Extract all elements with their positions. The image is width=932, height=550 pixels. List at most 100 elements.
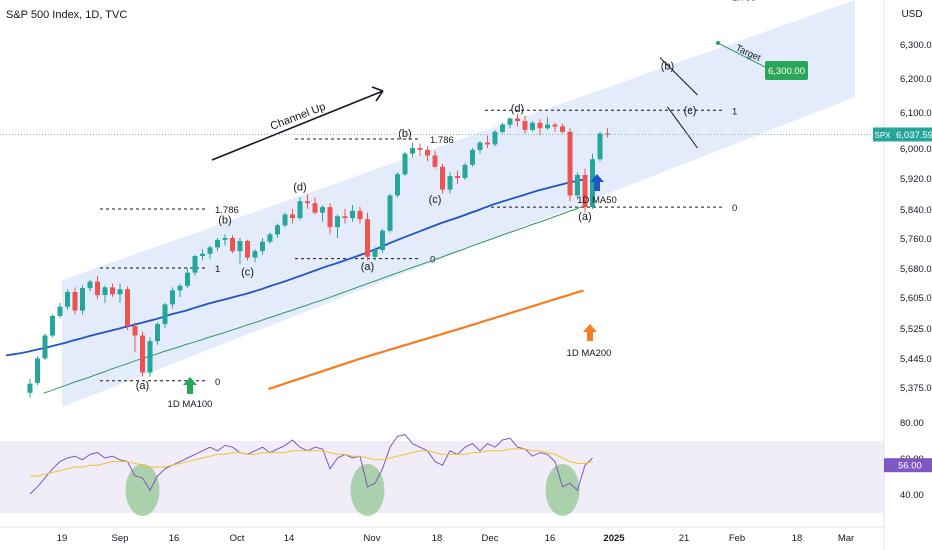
price-pane: 1.786101.78601.78610(a)(b)(c)(d)(a)(b)(c… — [5, 0, 855, 407]
price-tick-label: 5,605.00 — [900, 293, 932, 304]
last-price-box — [892, 127, 932, 142]
fib-level-label: 1.786 — [430, 135, 454, 146]
candle-body — [350, 210, 355, 219]
candle-body — [80, 288, 85, 311]
candle-body — [440, 166, 445, 190]
time-tick-label: 19 — [57, 533, 68, 544]
fib-level-label: 1 — [215, 264, 220, 275]
candle-body — [87, 281, 93, 289]
candle-body — [372, 250, 378, 257]
candle-body — [605, 133, 610, 135]
candle-body — [42, 335, 48, 359]
channel-arrow-head — [371, 86, 384, 102]
time-tick-label: 16 — [169, 533, 180, 544]
time-tick-label: Mar — [838, 533, 854, 544]
time-tick-label: 2025 — [603, 533, 625, 544]
candle-body — [57, 306, 63, 316]
time-tick-label: 21 — [679, 533, 690, 544]
wave-label: (a) — [361, 261, 374, 273]
price-tick-label: 5,445.00 — [900, 354, 932, 365]
time-tick-label: Dec — [482, 533, 499, 544]
ma-line-1d-ma200 — [268, 289, 584, 391]
projected-swing-line — [667, 106, 698, 149]
wave-label: (d) — [293, 181, 306, 193]
candle-body — [267, 234, 273, 242]
time-tick-label: Feb — [729, 533, 745, 544]
time-tick-label: 18 — [792, 533, 803, 544]
wave-label: (c) — [429, 194, 442, 206]
ma200-arrow — [583, 324, 597, 341]
wave-label: (a) — [578, 211, 591, 223]
candle-body — [237, 241, 243, 252]
candle-body — [380, 230, 385, 250]
candle-body — [432, 155, 438, 167]
time-tick-label: 16 — [545, 533, 556, 544]
candle-body — [140, 335, 145, 373]
rsi-oversold-highlight — [545, 464, 580, 516]
candle-body — [545, 124, 550, 129]
candle-body — [387, 195, 393, 231]
candle-body — [425, 149, 430, 156]
projected-swing-line — [659, 57, 698, 96]
wave-label: (b) — [218, 215, 231, 227]
last-price-symbol-box — [873, 127, 892, 142]
candle-body — [597, 133, 603, 160]
candle-body — [312, 203, 318, 213]
candle-body — [470, 149, 475, 165]
price-tick-label: 6,200.00 — [900, 74, 932, 85]
candle-body — [327, 207, 333, 228]
fib-level-label: 1 — [732, 106, 737, 117]
symbol-title: S&P 500 Index, 1D, TVC — [6, 9, 128, 21]
candle-body — [95, 281, 100, 296]
price-tick-label: 5,680.00 — [900, 264, 932, 275]
candle-body — [35, 358, 40, 383]
price-tick-label: 6,000.00 — [900, 144, 932, 155]
candle-body — [567, 131, 573, 196]
candle-body — [500, 124, 505, 132]
ma200-label: 1D MA200 — [567, 348, 612, 359]
channel-up-band — [62, 0, 855, 407]
candle-body — [290, 214, 295, 219]
candle-body — [185, 272, 190, 286]
candle-body — [252, 251, 258, 258]
candle-body — [492, 131, 498, 145]
candle-body — [170, 290, 175, 305]
candle-body — [27, 383, 33, 393]
candle-body — [50, 315, 55, 336]
candle-body — [260, 241, 265, 252]
candle-body — [552, 124, 558, 127]
candle-body — [447, 176, 453, 190]
last-price-symbol: SPX — [874, 131, 891, 140]
candle-body — [282, 214, 288, 226]
candle-body — [177, 285, 183, 291]
candle-body — [245, 241, 250, 258]
currency-label[interactable]: USD — [901, 9, 923, 20]
channel-arrow-line — [211, 90, 384, 161]
candle-body — [147, 341, 153, 373]
candle-body — [110, 287, 115, 295]
ma-line-1d-ma50 — [5, 178, 584, 357]
candle-body — [402, 153, 408, 175]
target-line — [717, 42, 766, 68]
candle-body — [530, 122, 535, 130]
candle-body — [477, 142, 483, 150]
target-price-text: 6,300.00 — [768, 66, 805, 77]
candle-body — [560, 126, 565, 132]
rsi-series-rsi-ma — [30, 448, 593, 477]
candle-body — [417, 148, 423, 150]
time-tick-label: Sep — [112, 533, 129, 544]
candle-body — [342, 216, 348, 219]
wave-label: (b) — [661, 61, 674, 73]
candle-body — [365, 219, 370, 257]
time-tick-label: Oct — [230, 533, 245, 544]
candle-body — [395, 174, 400, 196]
candle-body — [72, 291, 78, 311]
rsi-last-value: 56.00 — [898, 461, 922, 472]
candle-body — [162, 304, 168, 325]
candle-body — [200, 253, 205, 256]
candle-body — [582, 175, 588, 208]
candle-body — [230, 238, 235, 252]
candle-body — [125, 289, 130, 327]
